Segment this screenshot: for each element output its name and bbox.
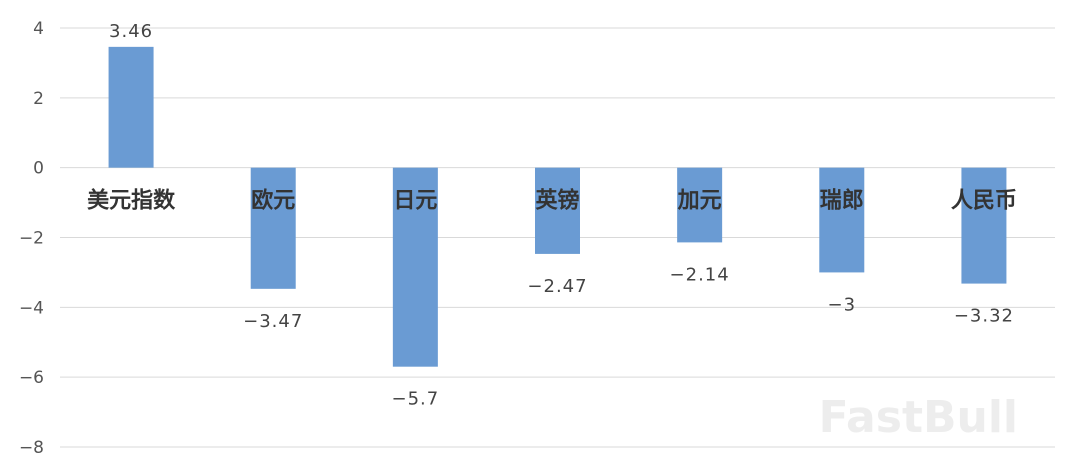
y-tick-label: 2 bbox=[33, 89, 44, 109]
y-tick-label: −4 bbox=[19, 298, 44, 318]
data-label: −3.32 bbox=[954, 306, 1014, 327]
category-label: 英镑 bbox=[535, 188, 579, 214]
data-label: −3.47 bbox=[243, 311, 303, 332]
y-tick-label: 4 bbox=[33, 19, 44, 39]
y-axis-ticks: 4 2 0 −2 −4 −6 −8 bbox=[19, 19, 44, 458]
bars bbox=[108, 46, 1007, 367]
y-tick-label: −8 bbox=[19, 438, 44, 458]
category-labels: 美元指数 欧元 日元 英镑 加元 瑞郎 人民币 bbox=[87, 188, 1017, 214]
bar bbox=[250, 167, 296, 289]
category-label: 日元 bbox=[393, 188, 437, 214]
category-label: 人民币 bbox=[951, 188, 1017, 214]
y-tick-label: −6 bbox=[19, 368, 44, 388]
category-label: 美元指数 bbox=[87, 188, 176, 214]
data-labels: 3.46 −3.47 −5.7 −2.47 −2.14 −3 −3.32 bbox=[109, 21, 1014, 410]
bar bbox=[677, 167, 723, 243]
data-label: −3 bbox=[828, 294, 857, 315]
y-tick-label: 0 bbox=[33, 159, 44, 179]
category-label: 加元 bbox=[677, 188, 722, 214]
y-tick-label: −2 bbox=[19, 229, 44, 249]
data-label: 3.46 bbox=[109, 21, 153, 42]
category-label: 欧元 bbox=[251, 188, 295, 214]
bar bbox=[535, 167, 580, 254]
bar bbox=[819, 167, 865, 273]
bar bbox=[961, 167, 1007, 284]
data-label: −2.47 bbox=[527, 276, 587, 297]
category-label: 瑞郎 bbox=[820, 188, 864, 214]
watermark-logo: FastBull bbox=[819, 392, 1018, 443]
data-label: −2.14 bbox=[670, 264, 730, 285]
data-label: −5.7 bbox=[391, 389, 439, 410]
bar bbox=[108, 46, 154, 168]
bar bbox=[392, 167, 438, 367]
